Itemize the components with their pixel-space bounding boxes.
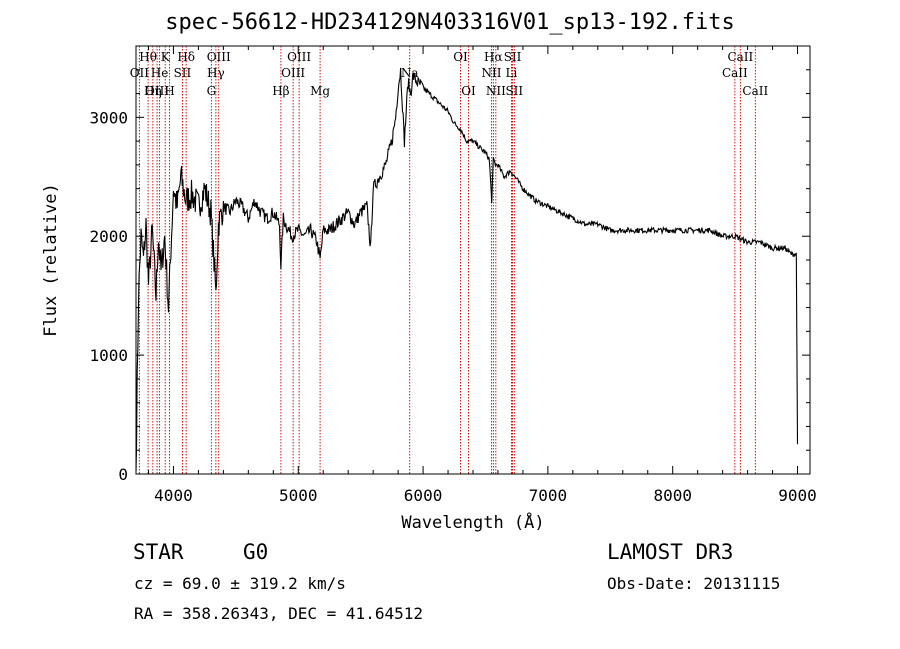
spectrum-line <box>135 67 799 472</box>
x-tick-label: 6000 <box>404 486 443 505</box>
x-tick-label: 9000 <box>778 486 817 505</box>
y-tick-label: 3000 <box>89 108 128 127</box>
line-marker-label: Hα <box>484 50 503 64</box>
line-marker-label: G <box>207 84 217 98</box>
line-marker-label: NII <box>486 84 506 98</box>
x-tick-label: 7000 <box>529 486 568 505</box>
line-marker-label: Hθ <box>139 50 157 64</box>
line-marker-label: Hη <box>144 84 162 98</box>
x-axis-ticks: 4000 5000 6000 7000 8000 9000 <box>147 46 817 505</box>
line-marker-label: OIII <box>287 50 311 64</box>
line-marker-label: Li <box>506 66 518 80</box>
line-marker-label: CaII <box>722 66 748 80</box>
line-marker-label: OI <box>461 84 476 98</box>
obs-date-text: Obs-Date: 20131115 <box>607 574 781 593</box>
object-class: STAR <box>133 540 184 564</box>
line-marker-label: SII <box>504 50 522 64</box>
x-axis-label: Wavelength (Å) <box>401 511 544 533</box>
y-tick-label: 0 <box>118 465 128 484</box>
object-subclass: G0 <box>243 540 269 564</box>
line-marker-label: NII <box>481 66 501 80</box>
survey-name: LAMOST DR3 <box>607 540 734 564</box>
y-axis-ticks: 0 1000 2000 3000 <box>89 69 810 484</box>
line-marker-label: Hγ <box>207 66 225 80</box>
plot-frame <box>135 45 811 475</box>
x-tick-label: 4000 <box>154 486 193 505</box>
line-marker-label: CaII <box>727 50 753 64</box>
line-marker-label: H <box>164 84 174 98</box>
x-tick-label: 8000 <box>653 486 692 505</box>
line-marker-label: OII <box>130 66 150 80</box>
y-axis-label: Flux (relative) <box>41 183 61 337</box>
line-marker-label: Hβ <box>272 84 289 98</box>
y-tick-label: 2000 <box>89 227 128 246</box>
line-marker-label: OIII <box>207 50 231 64</box>
line-marker-label: He <box>151 66 169 80</box>
y-tick-label: 1000 <box>89 346 128 365</box>
x-tick-label: 5000 <box>279 486 318 505</box>
line-marker-label: OIII <box>145 84 169 98</box>
coordinates-text: RA = 358.26343, DEC = 41.64512 <box>134 604 423 623</box>
line-marker-label: K <box>161 50 171 64</box>
line-marker-label: OIII <box>281 66 305 80</box>
line-marker-label: OI <box>453 50 468 64</box>
line-marker-label: SII <box>505 84 523 98</box>
line-marker-label: SII <box>174 66 192 80</box>
line-marker-label: Na <box>401 66 419 80</box>
line-marker-label: CaII <box>742 84 768 98</box>
redshift-text: cz = 69.0 ± 319.2 km/s <box>134 574 346 593</box>
line-marker-label: Mg <box>310 84 330 98</box>
chart-title: spec-56612-HD234129N403316V01_sp13-192.f… <box>165 10 735 35</box>
line-marker-label: Hδ <box>177 50 195 64</box>
